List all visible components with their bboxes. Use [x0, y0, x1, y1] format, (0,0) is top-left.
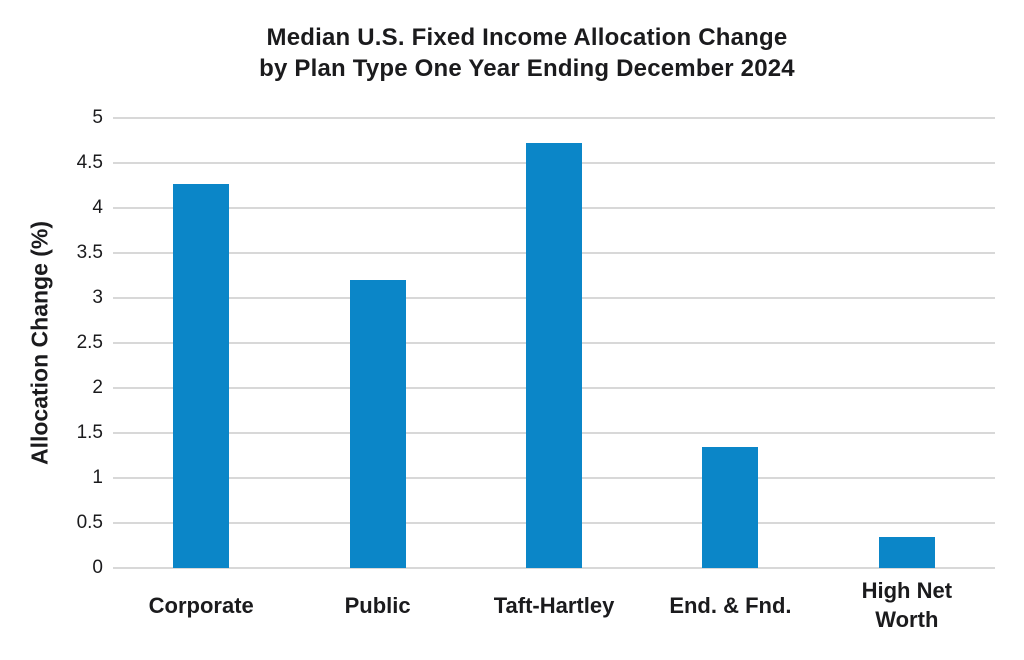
bar: [878, 536, 935, 568]
x-axis-category-label: Corporate: [148, 592, 254, 618]
gridline: [113, 117, 995, 119]
x-axis-category-label: Public: [344, 592, 411, 618]
y-axis-tick-label: 3.5: [76, 242, 103, 263]
y-axis-tick-labels: 0 0.5 1 1.5 2 2.5 3 3.5 4 4.5 5: [0, 107, 103, 578]
x-label-slot: Taft-Hartley: [466, 576, 642, 634]
bar-group: [466, 118, 642, 568]
x-label-slot: High Net Worth: [819, 576, 995, 634]
bar-group: [819, 118, 995, 568]
x-axis-category-label: End. & Fnd.: [669, 592, 792, 618]
x-label-slot: Public: [289, 576, 465, 634]
y-axis-tick-label: 4: [92, 197, 103, 218]
y-axis-tick-label: 2: [92, 377, 103, 398]
bar-series: [113, 118, 995, 568]
y-axis-tick-label: 2.5: [76, 332, 103, 353]
bar: [702, 446, 759, 568]
chart-title-line-1: Median U.S. Fixed Income Allocation Chan…: [266, 24, 788, 51]
chart-title: Median U.S. Fixed Income Allocation Chan…: [60, 22, 994, 84]
y-axis-tick-label: 1.5: [76, 422, 103, 443]
plot-area: [113, 117, 995, 569]
bar: [526, 143, 583, 568]
x-axis-category-label: High Net Worth: [861, 578, 953, 632]
y-axis-tick-label: 1: [92, 467, 103, 488]
y-axis-tick-label: 0: [92, 557, 103, 578]
y-axis-tick-label: 4.5: [76, 152, 103, 173]
gridline: [113, 567, 995, 569]
x-axis-category-label: Taft-Hartley: [493, 592, 615, 618]
x-label-slot: Corporate: [113, 576, 289, 634]
bar-group: [289, 118, 465, 568]
x-axis-category-labels: Corporate Public Taft-Hartley End. & Fnd. Hi…: [113, 576, 995, 634]
bar: [349, 280, 406, 568]
y-axis-tick-label: 0.5: [76, 512, 103, 533]
y-axis-tick-label: 3: [92, 287, 103, 308]
x-label-slot: End. & Fnd.: [642, 576, 818, 634]
bar-group: [642, 118, 818, 568]
bar: [173, 183, 230, 568]
bar-group: [113, 118, 289, 568]
y-axis-tick-label: 5: [92, 107, 103, 128]
chart-title-line-2: by Plan Type One Year Ending December 20…: [259, 55, 795, 82]
